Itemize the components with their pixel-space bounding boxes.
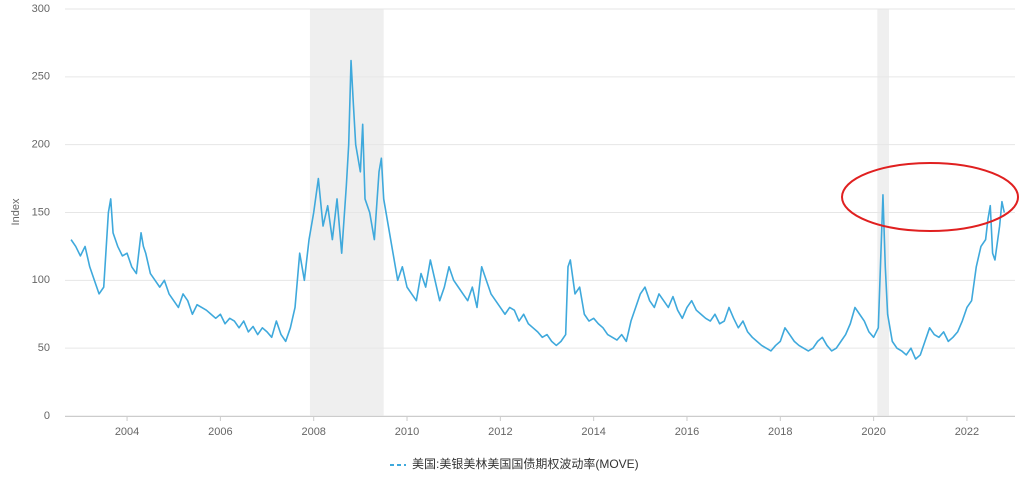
plot bbox=[70, 59, 1006, 360]
x-tick-label: 2018 bbox=[768, 426, 792, 438]
x-tick-label: 2014 bbox=[581, 426, 605, 438]
x-tick-label: 2022 bbox=[955, 426, 979, 438]
y-tick-label: 250 bbox=[32, 71, 50, 83]
y-tick-label: 150 bbox=[32, 206, 50, 218]
legend: 美国:美银美林美国国债期权波动率(MOVE) bbox=[390, 456, 639, 471]
x-tick-label: 2004 bbox=[115, 426, 139, 438]
x-tick-label: 2016 bbox=[675, 426, 699, 438]
y-tick-label: 0 bbox=[44, 410, 50, 422]
highlight-ellipse bbox=[841, 162, 1019, 232]
x-tick-label: 2010 bbox=[395, 426, 419, 438]
y-tick-label: 100 bbox=[32, 274, 50, 286]
x-tick-label: 2012 bbox=[488, 426, 512, 438]
y-tick-label: 300 bbox=[32, 3, 50, 15]
y-tick-label: 200 bbox=[32, 139, 50, 151]
series-line bbox=[70, 59, 1006, 360]
legend-label: 美国:美银美林美国国债期权波动率(MOVE) bbox=[412, 456, 639, 471]
y-axis-label: Index bbox=[10, 198, 22, 225]
y-tick-label: 50 bbox=[38, 342, 50, 354]
x-tick-label: 2020 bbox=[861, 426, 885, 438]
grid: 0 50 100 150 200 250 300 2004 2006 2008 2010 2012 20… bbox=[32, 3, 1015, 438]
x-tick-label: 2006 bbox=[208, 426, 232, 438]
x-tick-label: 2008 bbox=[301, 426, 325, 438]
